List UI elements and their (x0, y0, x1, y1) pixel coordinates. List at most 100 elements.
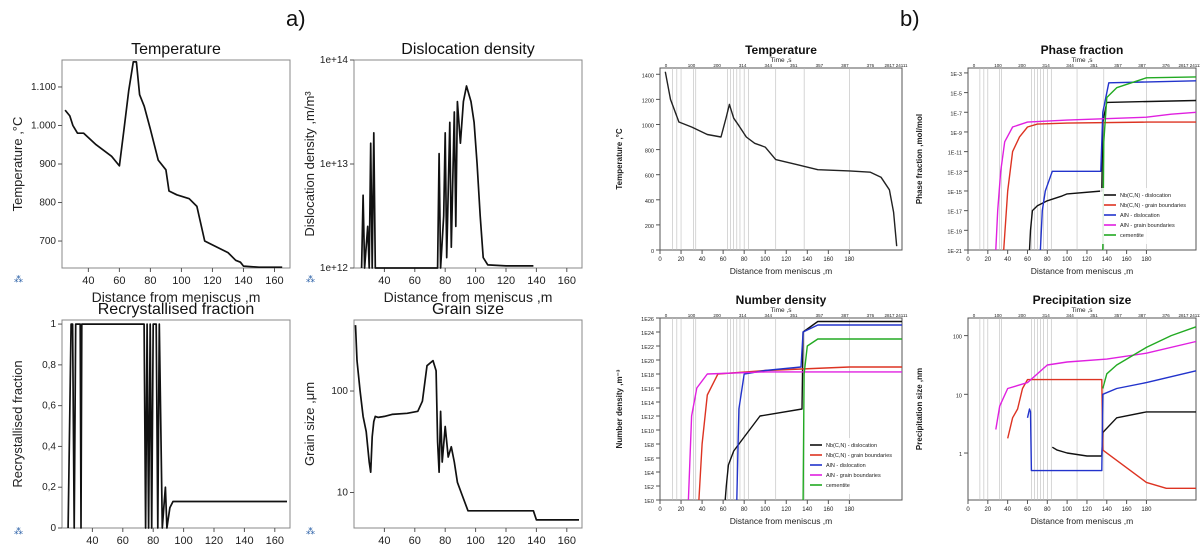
x-tick-label: 100 (1062, 257, 1073, 263)
x-tick-label: 60 (720, 257, 727, 263)
top-tick-label: 2817 24111 (884, 313, 908, 318)
top-tick-label: 357 (816, 63, 824, 68)
x-tick-label: 120 (205, 535, 223, 545)
x-axis-label: Distance from meniscus ,m (1031, 516, 1134, 526)
x-tick-label: 160 (1122, 257, 1133, 263)
x-tick-label: 20 (678, 507, 685, 513)
x-tick-label: 100 (1062, 507, 1073, 513)
top-tick-label: 376 (867, 313, 875, 318)
y-tick-label: 1E6 (644, 457, 654, 463)
x-tick-label: 80 (144, 275, 156, 287)
y-tick-label: 1 (959, 452, 962, 458)
series-line-5 (1102, 76, 1197, 251)
y-tick-label: 1400 (642, 73, 654, 79)
y-tick-label: 400 (645, 199, 654, 205)
y-tick-label: 1E-7 (950, 111, 962, 117)
series-line-5 (802, 338, 902, 501)
legend-entry: AlN - grain boundaries (1120, 223, 1175, 229)
legend-entry: Nb(C,N) - dislocation (826, 443, 877, 449)
series-line-1 (64, 61, 283, 269)
y-tick-label: 1.100 (31, 82, 56, 93)
y-axis-label: Phase fraction ,mol/mol (915, 114, 924, 204)
x-tick-label: 80 (741, 507, 748, 513)
y-tick-label: 1E24 (641, 331, 654, 337)
chart-logo-icon: ⁂ (14, 526, 23, 536)
legend-entry: AlN - dislocation (826, 463, 866, 469)
top-tick-label: 2817 24111 (884, 63, 908, 68)
plot-frame (61, 59, 291, 269)
top-tick-label: 376 (867, 63, 875, 68)
y-tick-label: 1E12 (641, 415, 654, 421)
legend-entry: Nb(C,N) - grain boundaries (1120, 203, 1186, 209)
y-tick-label: 1E-3 (950, 72, 962, 78)
top-tick-label: 351 (1090, 63, 1098, 68)
y-tick-label: 1E10 (641, 429, 654, 435)
top-tick-label: 351 (790, 313, 798, 318)
top-tick-label: 100 (688, 63, 696, 68)
y-tick-label: 1 (50, 319, 56, 330)
series-line-1 (1028, 99, 1197, 251)
y-tick-label: 800 (39, 198, 56, 209)
x-tick-label: 0 (658, 507, 662, 513)
top-tick-label: 2817 24111 (1178, 63, 1200, 68)
x-tick-label: 160 (823, 257, 834, 263)
chart-title: Temperature (131, 41, 221, 58)
y-tick-label: 1e+13 (320, 159, 349, 170)
top-tick-label: 314 (739, 313, 747, 318)
chart-logo-icon: ⁂ (14, 274, 23, 284)
legend-entry: cementite (1120, 233, 1144, 239)
y-tick-label: 0,2 (42, 482, 56, 493)
top-tick-label: 0 (665, 313, 668, 318)
top-tick-label: 200 (1018, 63, 1026, 68)
top-tick-label: 0 (973, 313, 976, 318)
x-tick-label: 100 (174, 535, 192, 545)
x-tick-label: 120 (1082, 257, 1093, 263)
chart-a-temperature: Temperature 40 60 80 100 120 140 160 700 800 900 1.… (8, 38, 296, 305)
y-tick-label: 0,8 (42, 360, 56, 371)
x-tick-label: 180 (844, 507, 855, 513)
chart-b-numberdensity: Number density Time ,s 0 100 200 314 344 351 357… (612, 292, 910, 532)
y-tick-label: 1E22 (641, 345, 654, 351)
series-line-5 (1102, 326, 1197, 389)
x-tick-label: 180 (844, 257, 855, 263)
legend-entry: Nb(C,N) - grain boundaries (826, 453, 892, 459)
y-tick-label: 1000 (642, 123, 654, 129)
x-axis-label: Distance from meniscus ,m (384, 289, 553, 305)
x-tick-label: 100 (466, 275, 484, 287)
top-axis-label: Time ,s (1071, 307, 1093, 314)
y-tick-label: 1E-5 (950, 92, 962, 98)
x-tick-label: 140 (802, 507, 813, 513)
y-tick-label: 1E-21 (947, 249, 962, 255)
x-axis-label: Distance from meniscus ,m (92, 289, 261, 305)
top-axis-label: Time ,s (1071, 57, 1093, 64)
y-tick-label: 1E4 (644, 471, 654, 477)
chart-svg-a-temperature: Temperature 40 60 80 100 120 140 160 700 800 900 1.… (10, 41, 291, 305)
y-tick-label: 1E-17 (947, 210, 962, 216)
legend-entry: Nb(C,N) - dislocation (1120, 193, 1171, 199)
top-tick-label: 344 (1066, 63, 1074, 68)
legend-entry: cementite (826, 483, 850, 489)
chart-b-precipsize: Precipitation size Time ,s 0 100 200 314 344 35… (912, 292, 1200, 532)
top-tick-label: 314 (1042, 313, 1050, 318)
top-tick-label: 100 (994, 63, 1002, 68)
x-tick-label: 100 (760, 257, 771, 263)
chart-logo-icon: ⁂ (306, 274, 315, 284)
y-axis-label: Temperature ,°C (615, 128, 624, 190)
top-tick-label: 387 (841, 63, 849, 68)
x-tick-label: 80 (439, 535, 451, 545)
chart-title: Recrystallised fraction (98, 301, 255, 318)
series-line-1 (360, 85, 534, 269)
top-tick-label: 314 (739, 63, 747, 68)
chart-title: Temperature (745, 43, 817, 57)
x-tick-label: 140 (1102, 507, 1113, 513)
chart-a-grainsize: Grain size 40 60 80 100 120 140 160 10 100 Distanc… (300, 290, 588, 545)
top-axis-label: Time ,s (770, 307, 792, 314)
y-tick-label: 10 (956, 393, 962, 399)
x-tick-label: 120 (203, 275, 221, 287)
chart-title: Dislocation density (401, 41, 534, 58)
y-tick-label: 1E0 (644, 499, 654, 505)
chart-svg-a-dislocation: Dislocation density 40 60 80 100 120 140 160 1e+… (302, 41, 583, 305)
y-tick-label: 1e+12 (320, 263, 349, 274)
